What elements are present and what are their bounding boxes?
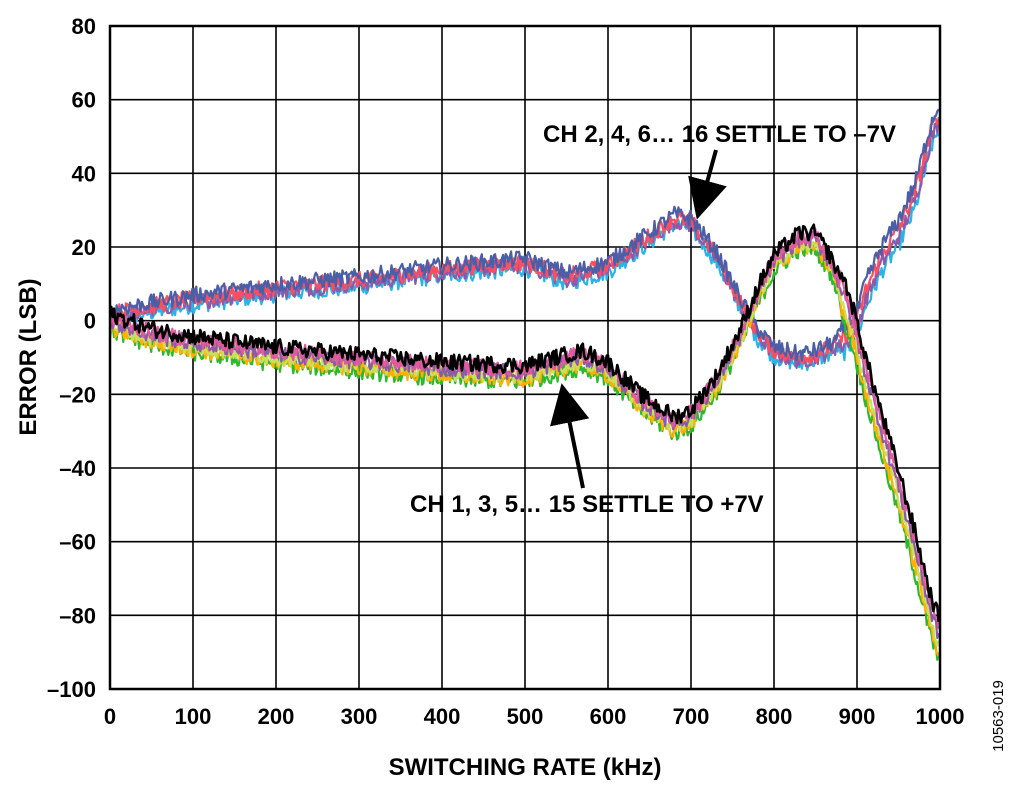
y-tick-label: 20 — [72, 235, 96, 260]
x-tick-label: 400 — [424, 704, 461, 729]
x-tick-label: 800 — [756, 704, 793, 729]
x-tick-label: 700 — [673, 704, 710, 729]
x-tick-label: 0 — [104, 704, 116, 729]
series-layer — [108, 108, 940, 661]
x-tick-label: 900 — [839, 704, 876, 729]
x-tick-label: 200 — [258, 704, 295, 729]
y-tick-label: –40 — [59, 456, 96, 481]
y-tick-label: 0 — [84, 309, 96, 334]
y-tick-label: –100 — [47, 677, 96, 702]
y-tick-label: 60 — [72, 88, 96, 113]
annotation-odd-arrow — [550, 383, 590, 489]
x-tick-labels: 0 100 200 300 400 500 600 700 800 900 1000 — [104, 704, 965, 729]
series-line-odd — [108, 223, 940, 623]
figure-code: 10563-019 — [990, 680, 1007, 752]
y-tick-label: –80 — [59, 603, 96, 628]
x-axis-label: SWITCHING RATE (kHz) — [389, 754, 662, 781]
y-axis-label: ERROR (LSB) — [15, 278, 42, 435]
x-tick-label: 300 — [341, 704, 378, 729]
x-tick-label: 600 — [590, 704, 627, 729]
x-tick-label: 1000 — [916, 704, 965, 729]
y-tick-label: –20 — [59, 382, 96, 407]
series-line-even — [108, 108, 940, 362]
annotation-odd-channels: CH 1, 3, 5… 15 SETTLE TO +7V — [410, 491, 764, 518]
annotations: CH 2, 4, 6… 16 SETTLE TO –7V CH 1, 3, 5…… — [410, 121, 896, 518]
x-tick-label: 500 — [507, 704, 544, 729]
plot-frame — [108, 24, 942, 691]
annotation-even-channels: CH 2, 4, 6… 16 SETTLE TO –7V — [543, 121, 896, 148]
y-tick-label: 40 — [72, 161, 96, 186]
x-tick-label: 100 — [175, 704, 212, 729]
y-tick-label: –60 — [59, 530, 96, 555]
y-tick-labels: 80 60 40 20 0 –20 –40 –60 –80 –100 — [47, 14, 96, 702]
annotation-even-arrow — [688, 149, 727, 220]
series-line-odd — [108, 227, 940, 629]
y-tick-label: 80 — [72, 14, 96, 39]
